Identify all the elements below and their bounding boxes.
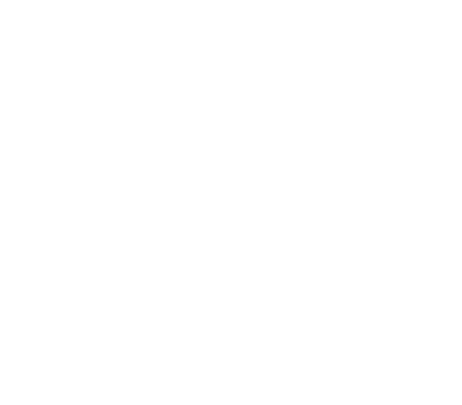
Text: 81.194.200.150: 81.194.200.150: [87, 286, 170, 296]
FancyBboxPatch shape: [176, 106, 396, 124]
FancyBboxPatch shape: [176, 194, 396, 212]
Text: 0.7%: 0.7%: [407, 110, 433, 120]
Text: 16.241.165.21: 16.241.165.21: [93, 227, 170, 237]
FancyBboxPatch shape: [176, 341, 241, 358]
FancyBboxPatch shape: [176, 370, 396, 388]
Text: 🗄  1001 distinct values: 🗄 1001 distinct values: [160, 56, 302, 69]
Text: 0.2%: 0.2%: [407, 139, 433, 149]
Text: 0.2%: 0.2%: [407, 198, 433, 208]
FancyBboxPatch shape: [176, 282, 241, 300]
FancyBboxPatch shape: [176, 106, 396, 124]
Text: 50.184.59.162: 50.184.59.162: [93, 169, 170, 179]
FancyBboxPatch shape: [176, 165, 241, 183]
FancyBboxPatch shape: [176, 165, 396, 183]
Text: top values: top values: [193, 77, 269, 92]
FancyBboxPatch shape: [176, 341, 396, 358]
Text: 0.2%: 0.2%: [407, 374, 433, 384]
FancyBboxPatch shape: [176, 253, 241, 271]
FancyBboxPatch shape: [176, 136, 241, 153]
Text: 26.131.108.13: 26.131.108.13: [93, 374, 170, 384]
FancyBboxPatch shape: [176, 370, 241, 388]
Text: 164.85.94.243: 164.85.94.243: [93, 139, 170, 149]
Text: 0.2%: 0.2%: [407, 227, 433, 237]
FancyBboxPatch shape: [176, 282, 396, 300]
Text: 111.237.144.54: 111.237.144.54: [86, 315, 170, 325]
Text: 📄  14,074 documents (100%): 📄 14,074 documents (100%): [140, 38, 322, 51]
Text: 0.2%: 0.2%: [407, 286, 433, 296]
Text: 30.156.16.164: 30.156.16.164: [93, 110, 170, 120]
FancyBboxPatch shape: [176, 311, 396, 329]
FancyBboxPatch shape: [176, 253, 396, 271]
Text: 15.225.65.207: 15.225.65.207: [93, 345, 170, 355]
Text: clientip: clientip: [249, 9, 325, 27]
FancyBboxPatch shape: [176, 136, 396, 153]
Text: 🖥: 🖥: [170, 9, 181, 27]
FancyBboxPatch shape: [176, 311, 241, 329]
FancyBboxPatch shape: [176, 194, 241, 212]
Text: 246.106.125.113: 246.106.125.113: [80, 257, 170, 267]
Text: 0.2%: 0.2%: [407, 315, 433, 325]
FancyBboxPatch shape: [176, 224, 396, 241]
Text: 236.212.255.77: 236.212.255.77: [86, 198, 170, 208]
Text: 0.2%: 0.2%: [407, 257, 433, 267]
Text: 0.2%: 0.2%: [407, 169, 433, 179]
Text: 0.2%: 0.2%: [407, 345, 433, 355]
FancyBboxPatch shape: [176, 224, 241, 241]
